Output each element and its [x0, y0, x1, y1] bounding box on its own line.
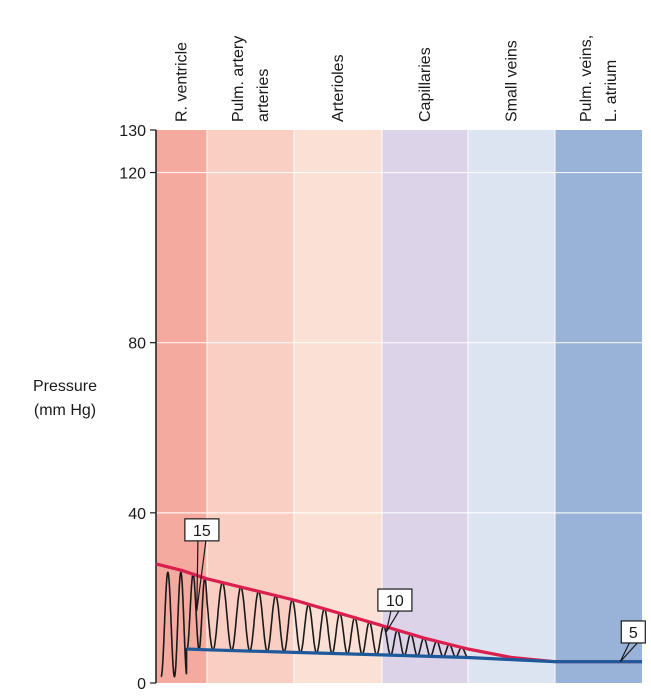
- y-axis-label-line: Pressure: [33, 378, 97, 395]
- segment-labels: R. ventricle Pulm. artery arteries Arteriol…: [174, 35, 621, 122]
- callout-label: 10: [386, 593, 404, 610]
- segment-label: Pulm. artery: [230, 36, 247, 122]
- segment-band: [468, 130, 555, 683]
- callout-box: [377, 588, 413, 612]
- segment-label: arteries: [255, 69, 272, 122]
- pressure-wave: [160, 571, 469, 678]
- segment-label: Arterioles: [330, 54, 347, 122]
- callout-leader: [385, 610, 392, 633]
- callout-leader: [619, 642, 638, 663]
- y-tick-label: 120: [119, 166, 146, 183]
- callout-leader: [196, 540, 199, 611]
- segment-label: Capillaries: [417, 47, 434, 122]
- y-axis-label-line: (mm Hg): [34, 402, 96, 419]
- callout-label: 15: [193, 523, 211, 540]
- segment-band: [207, 130, 294, 683]
- callout-leader: [385, 610, 400, 633]
- segment-label: R. ventricle: [174, 42, 191, 122]
- callout-box: [620, 620, 646, 644]
- pressure-oscillation: [160, 571, 469, 678]
- callout-leader: [196, 540, 207, 611]
- callout-label: 5: [629, 625, 638, 642]
- callout-leader: [619, 642, 630, 662]
- annotations: 15 10 5: [184, 518, 646, 663]
- segment-bands: [156, 130, 642, 683]
- segment-label: Small veins: [504, 40, 521, 122]
- y-axis-label: Pressure (mm Hg): [33, 378, 97, 419]
- y-tick-label: 80: [128, 336, 146, 353]
- envelope-lines: [155, 562, 643, 664]
- segment-label: L. atrium: [603, 60, 620, 122]
- y-axis: 0 40 80 120 130: [119, 123, 157, 693]
- y-tick-label: 130: [119, 123, 146, 140]
- segment-band: [555, 130, 642, 683]
- segment-band: [156, 130, 207, 683]
- y-tick-label: 40: [128, 506, 146, 523]
- callout-box: [184, 518, 220, 542]
- gridlines: [156, 171, 642, 514]
- segment-label: Pulm. veins,: [578, 35, 595, 122]
- segment-band: [294, 130, 382, 683]
- y-tick-label: 0: [137, 676, 146, 693]
